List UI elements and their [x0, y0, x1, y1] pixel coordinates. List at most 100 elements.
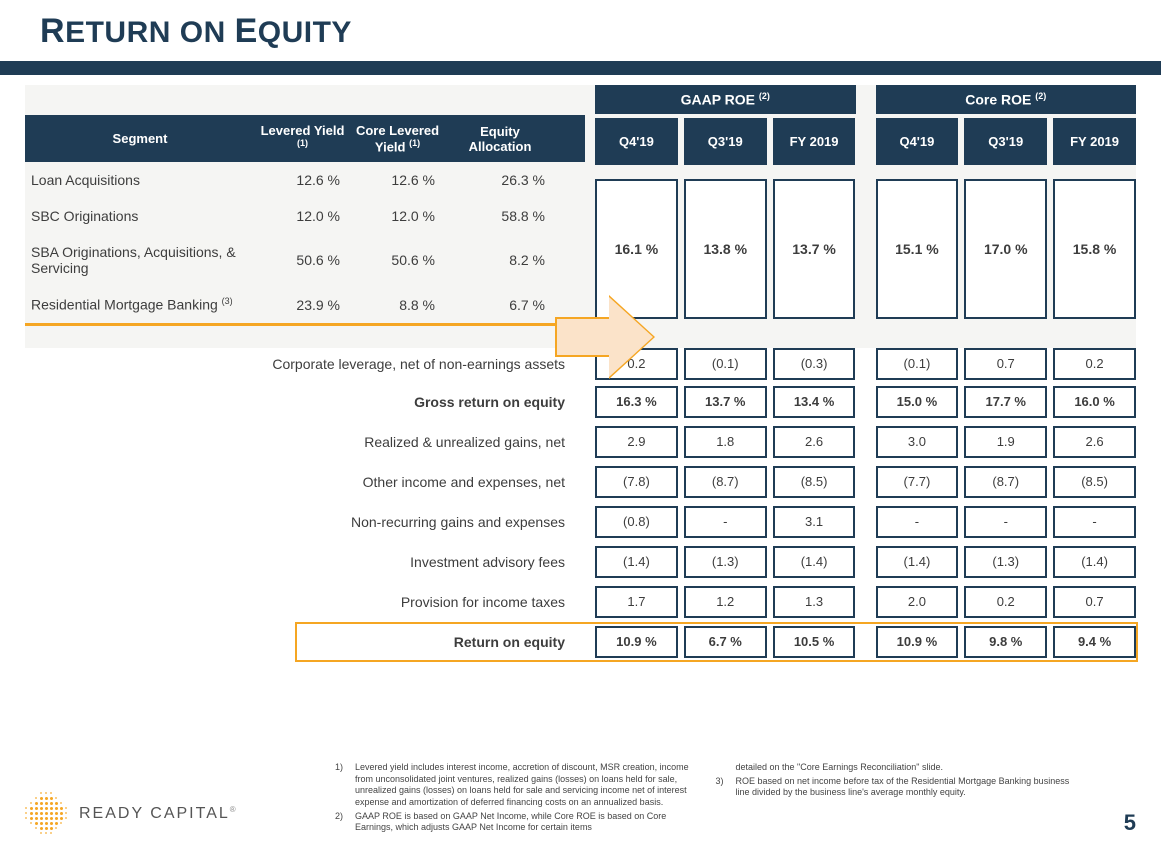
- cell-levered-yield: 50.6 %: [255, 250, 350, 270]
- roe-col-head: Q4'19: [876, 118, 959, 165]
- line-item-value-group: (7.7)(8.7)(8.5): [876, 466, 1137, 498]
- roe-col-head: Q3'19: [964, 118, 1047, 165]
- footnote-number: 2): [335, 811, 349, 834]
- segment-name: SBC Originations: [25, 206, 255, 226]
- line-item-values: (0.8)-3.1---: [595, 506, 1136, 538]
- line-item-value-group: 1.71.21.3: [595, 586, 856, 618]
- line-item-label: Gross return on equity: [25, 386, 595, 418]
- line-item-cell: (8.5): [1053, 466, 1136, 498]
- footnote: detailed on the "Core Earnings Reconcili…: [716, 762, 1077, 774]
- line-item-cell: (8.5): [773, 466, 856, 498]
- line-item-label: Realized & unrealized gains, net: [25, 426, 595, 458]
- title-mid1: ETURN ON: [65, 16, 235, 49]
- line-item-cell: 2.0: [876, 586, 959, 618]
- line-item-value-group: 16.3 %13.7 %13.4 %: [595, 386, 856, 418]
- line-item-value-group: (1.4)(1.3)(1.4): [595, 546, 856, 578]
- hdr-levered-yield: Levered Yield (1): [255, 115, 350, 162]
- footnote-text: GAAP ROE is based on GAAP Net Income, wh…: [355, 811, 696, 834]
- footnote-number: 1): [335, 762, 349, 809]
- segment-row: Loan Acquisitions12.6 %12.6 %26.3 %: [25, 162, 585, 198]
- logo: READY CAPITAL®: [25, 792, 305, 836]
- cell-equity-allocation: 26.3 %: [445, 170, 555, 190]
- line-item-cell: 3.0: [876, 426, 959, 458]
- line-item-cell: 3.1: [773, 506, 856, 538]
- line-item-cell: 9.8 %: [964, 626, 1047, 658]
- segment-name: Residential Mortgage Banking (3): [25, 294, 255, 315]
- line-item-cell: 16.3 %: [595, 386, 678, 418]
- footnote-number: 3): [716, 776, 730, 799]
- hdr-equity-allocation: Equity Allocation: [445, 115, 555, 162]
- line-item-cell: (1.4): [876, 546, 959, 578]
- line-item-cell: (0.8): [595, 506, 678, 538]
- line-item-cell: 2.9: [595, 426, 678, 458]
- line-item-values: 1.71.21.3 2.00.20.7: [595, 586, 1136, 618]
- line-item-cell: 10.5 %: [773, 626, 856, 658]
- line-item-value-group: 10.9 %6.7 %10.5 %: [595, 626, 856, 658]
- line-item-cell: -: [684, 506, 767, 538]
- line-item-cell: (1.4): [773, 546, 856, 578]
- line-item-label: Other income and expenses, net: [25, 466, 595, 498]
- line-item-cell: (1.3): [964, 546, 1047, 578]
- segment-total-cell: 13.7 %: [773, 179, 856, 319]
- segment-row: Residential Mortgage Banking (3)23.9 %8.…: [25, 286, 585, 326]
- footnote-text: Levered yield includes interest income, …: [355, 762, 696, 809]
- line-item-row: Investment advisory fees(1.4)(1.3)(1.4)(…: [25, 546, 1136, 578]
- footnotes: 1)Levered yield includes interest income…: [305, 762, 1106, 836]
- segment-total-cell: 13.8 %: [684, 179, 767, 319]
- line-item-row: Provision for income taxes1.71.21.3 2.00.…: [25, 586, 1136, 618]
- line-item-cell: 1.2: [684, 586, 767, 618]
- line-item-cell: (7.7): [876, 466, 959, 498]
- line-item-value-group: 15.0 %17.7 %16.0 %: [876, 386, 1137, 418]
- line-item-cell: 10.9 %: [595, 626, 678, 658]
- cell-levered-yield: 12.6 %: [255, 170, 350, 190]
- roe-group-col-headers: Q4'19Q3'19FY 2019: [595, 118, 856, 165]
- cell-equity-allocation: 6.7 %: [445, 295, 555, 315]
- title-R: R: [40, 12, 65, 50]
- line-item-label: Corporate leverage, net of non-earnings …: [25, 348, 595, 380]
- line-item-value-group: 2.91.82.6: [595, 426, 856, 458]
- line-item-cell: -: [964, 506, 1047, 538]
- line-item-cell: 13.7 %: [684, 386, 767, 418]
- footnote: 2) GAAP ROE is based on GAAP Net Income, …: [335, 811, 696, 834]
- line-item-cell: 2.6: [773, 426, 856, 458]
- line-item-value-group: ---: [876, 506, 1137, 538]
- line-item-label: Return on equity: [25, 626, 595, 658]
- line-item-cell: 1.7: [595, 586, 678, 618]
- footnote-column: 1)Levered yield includes interest income…: [335, 762, 696, 836]
- line-item-cell: 0.7: [964, 348, 1047, 380]
- footnote: 1)Levered yield includes interest income…: [335, 762, 696, 809]
- line-item-cell: 0.2: [964, 586, 1047, 618]
- line-item-row: Other income and expenses, net(7.8)(8.7)…: [25, 466, 1136, 498]
- line-item-cell: (0.3): [773, 348, 856, 380]
- line-item-label: Provision for income taxes: [25, 586, 595, 618]
- cell-core-levered-yield: 12.0 %: [350, 206, 445, 226]
- slide-title: RETURN ON EQUITY: [0, 0, 1161, 57]
- line-item-cell: -: [1053, 506, 1136, 538]
- line-item-cell: 16.0 %: [1053, 386, 1136, 418]
- line-item-value-group: 3.01.92.6: [876, 426, 1137, 458]
- segment-rows: Loan Acquisitions12.6 %12.6 %26.3 %SBC O…: [25, 162, 585, 326]
- segment-row: SBC Originations12.0 %12.0 %58.8 %: [25, 198, 585, 234]
- line-item-value-group: (1.4)(1.3)(1.4): [876, 546, 1137, 578]
- arrow-icon: [555, 289, 665, 385]
- line-item-cell: (0.1): [876, 348, 959, 380]
- line-item-cell: 17.7 %: [964, 386, 1047, 418]
- line-item-values: 16.3 %13.7 %13.4 % 15.0 %17.7 %16.0 %: [595, 386, 1136, 418]
- segment-total-cell: 15.1 %: [876, 179, 959, 319]
- roe-group: Core ROE (2)Q4'19Q3'19FY 201915.1 %17.0 …: [876, 85, 1137, 326]
- line-item-cell: (8.7): [684, 466, 767, 498]
- cell-core-levered-yield: 50.6 %: [350, 250, 445, 270]
- hdr-core-levered-yield: Core Levered Yield (1): [350, 115, 445, 162]
- line-item-values: 2.91.82.6 3.01.92.6: [595, 426, 1136, 458]
- line-item-value-group: 2.00.20.7: [876, 586, 1137, 618]
- line-item-cell: 2.6: [1053, 426, 1136, 458]
- segment-total-row: 15.1 %17.0 %15.8 %: [876, 179, 1137, 319]
- line-item-value-group: (7.8)(8.7)(8.5): [595, 466, 856, 498]
- title-underline-bar: [0, 61, 1161, 75]
- line-item-cell: -: [876, 506, 959, 538]
- title-E: E: [235, 12, 258, 50]
- segment-total-cell: 15.8 %: [1053, 179, 1136, 319]
- line-item-cell: (8.7): [964, 466, 1047, 498]
- footer: READY CAPITAL® 1)Levered yield includes …: [25, 762, 1136, 836]
- line-item-row: Realized & unrealized gains, net2.91.82.…: [25, 426, 1136, 458]
